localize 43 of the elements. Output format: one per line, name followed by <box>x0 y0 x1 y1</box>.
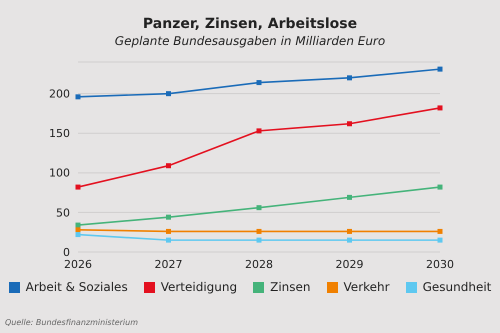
y-tick-label: 150 <box>49 127 70 140</box>
y-tick-label: 100 <box>49 166 70 180</box>
x-tick-label: 2027 <box>154 258 182 271</box>
source-note: Quelle: Bundesfinanzministerium <box>5 318 138 327</box>
point <box>166 163 171 168</box>
legend-label: Gesundheit <box>422 280 492 294</box>
legend-label: Verkehr <box>342 280 390 294</box>
point <box>347 238 352 243</box>
point <box>256 80 262 86</box>
point <box>166 214 171 220</box>
point <box>166 228 171 234</box>
y-tick-label: 200 <box>49 88 70 101</box>
y-tick-label: 0 <box>63 246 70 259</box>
legend-label: Verteidigung <box>160 280 238 294</box>
point <box>76 232 80 238</box>
point <box>166 91 171 96</box>
point <box>256 128 262 134</box>
y-tick-label: 50 <box>56 206 70 220</box>
chart-subtitle: Geplante Bundesausgaben in Milliarden Euro <box>114 34 386 48</box>
x-tick-label: 2029 <box>336 258 364 271</box>
point <box>438 238 442 243</box>
point <box>256 238 262 243</box>
x-tick-label: 2028 <box>245 258 273 271</box>
point <box>438 105 442 110</box>
chart-title: Panzer, Zinsen, Arbeitslose <box>142 15 358 32</box>
point <box>76 227 80 232</box>
point <box>347 228 352 234</box>
point <box>76 184 80 190</box>
legend-label: Arbeit & Soziales <box>24 280 128 294</box>
x-tick-label: 2026 <box>64 258 92 271</box>
point <box>347 75 352 80</box>
point <box>76 222 80 228</box>
x-tick-label: 2030 <box>426 258 454 271</box>
point <box>256 228 262 234</box>
point <box>166 238 171 243</box>
point <box>347 194 352 200</box>
point <box>438 184 442 190</box>
point <box>438 228 442 234</box>
point <box>256 205 262 210</box>
point <box>347 121 352 126</box>
point <box>438 66 442 72</box>
legend-label: Zinsen <box>269 280 311 294</box>
point <box>76 94 80 100</box>
